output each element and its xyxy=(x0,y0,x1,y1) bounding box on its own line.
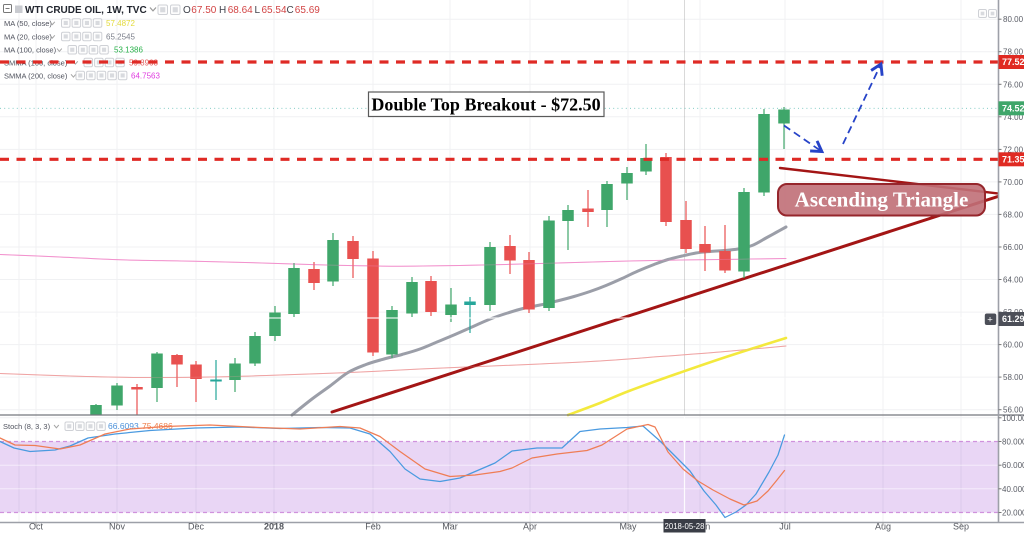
svg-text:Double Top Breakout - $72.50: Double Top Breakout - $72.50 xyxy=(371,95,600,115)
svg-text:Mar: Mar xyxy=(442,522,458,532)
svg-text:SMMA (200, close): SMMA (200, close) xyxy=(4,71,68,80)
svg-text:61.29: 61.29 xyxy=(1002,314,1024,324)
svg-text:58.00: 58.00 xyxy=(1003,373,1024,382)
svg-text:65.69: 65.69 xyxy=(295,5,320,16)
svg-text:Jul: Jul xyxy=(779,522,791,532)
svg-text:H: H xyxy=(219,5,226,16)
svg-text:66.00: 66.00 xyxy=(1003,243,1024,252)
svg-text:80.00: 80.00 xyxy=(1003,15,1024,24)
svg-text:Feb: Feb xyxy=(365,522,381,532)
svg-text:65.54: 65.54 xyxy=(262,5,287,16)
svg-text:74.52: 74.52 xyxy=(1002,104,1024,114)
svg-text:May: May xyxy=(619,522,637,532)
svg-text:Stoch (8, 3, 3): Stoch (8, 3, 3) xyxy=(3,422,51,431)
svg-text:71.35: 71.35 xyxy=(1002,155,1024,165)
svg-text:40.000: 40.000 xyxy=(1002,485,1024,494)
svg-text:Oct: Oct xyxy=(29,522,44,532)
svg-text:MA (20, close): MA (20, close) xyxy=(4,32,52,41)
svg-text:60.00: 60.00 xyxy=(1003,341,1024,350)
svg-text:68.64: 68.64 xyxy=(228,5,253,16)
svg-text:57.4872: 57.4872 xyxy=(106,19,135,28)
svg-text:56.00: 56.00 xyxy=(1003,406,1024,415)
svg-text:68.00: 68.00 xyxy=(1003,210,1024,219)
svg-text:70.00: 70.00 xyxy=(1003,178,1024,187)
svg-text:72.00: 72.00 xyxy=(1003,145,1024,154)
svg-text:64.7563: 64.7563 xyxy=(131,71,160,80)
svg-text:WTI CRUDE OIL, 1W, TVC: WTI CRUDE OIL, 1W, TVC xyxy=(25,5,147,16)
svg-text:Dec: Dec xyxy=(188,522,205,532)
svg-text:53.1386: 53.1386 xyxy=(114,46,143,55)
svg-text:Nov: Nov xyxy=(109,522,126,532)
svg-text:+: + xyxy=(987,314,993,325)
svg-text:2018-05-28: 2018-05-28 xyxy=(665,522,705,531)
svg-text:77.52: 77.52 xyxy=(1002,57,1024,67)
svg-text:76.00: 76.00 xyxy=(1003,80,1024,89)
svg-text:20.000: 20.000 xyxy=(1002,509,1024,518)
svg-text:67.50: 67.50 xyxy=(191,5,216,16)
svg-text:60.000: 60.000 xyxy=(1002,461,1024,470)
svg-text:L: L xyxy=(255,5,261,16)
svg-text:Ascending Triangle: Ascending Triangle xyxy=(795,188,969,212)
svg-text:75.4686: 75.4686 xyxy=(142,421,173,431)
svg-text:Sep: Sep xyxy=(953,522,969,532)
svg-text:Apr: Apr xyxy=(523,522,537,532)
svg-text:O: O xyxy=(183,5,191,16)
svg-text:Aug: Aug xyxy=(875,522,891,532)
svg-text:66.6093: 66.6093 xyxy=(108,421,139,431)
svg-text:C: C xyxy=(287,5,294,16)
svg-text:100.00: 100.00 xyxy=(1002,414,1024,423)
svg-text:59.8968: 59.8968 xyxy=(129,58,158,67)
svg-text:MA (50, close): MA (50, close) xyxy=(4,19,52,28)
svg-text:MA (100, close): MA (100, close) xyxy=(4,46,57,55)
svg-text:64.00: 64.00 xyxy=(1003,276,1024,285)
svg-text:2018: 2018 xyxy=(264,522,284,532)
svg-text:80.000: 80.000 xyxy=(1002,438,1024,447)
svg-text:78.00: 78.00 xyxy=(1003,48,1024,57)
svg-text:65.2545: 65.2545 xyxy=(106,32,135,41)
svg-text:74.00: 74.00 xyxy=(1003,113,1024,122)
